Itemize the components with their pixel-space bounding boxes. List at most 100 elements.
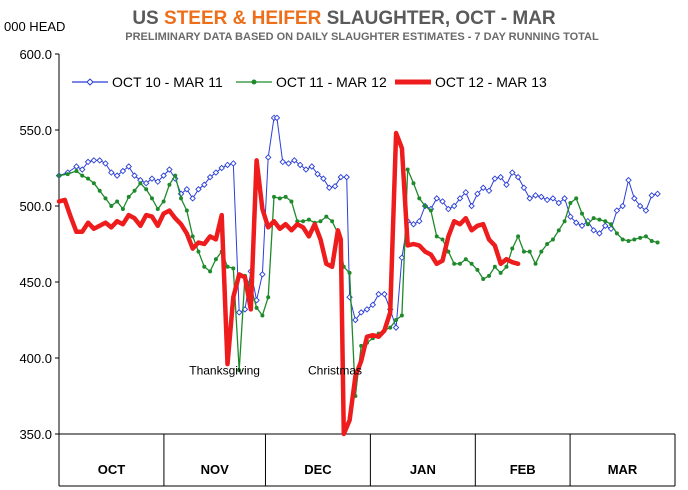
data-point [648, 192, 655, 199]
data-point [125, 163, 132, 170]
data-point [208, 269, 213, 274]
data-point [574, 196, 579, 201]
legend-marker [86, 78, 94, 86]
data-point [504, 264, 509, 269]
data-point [224, 161, 231, 169]
data-point [206, 173, 214, 181]
data-point [539, 249, 544, 254]
data-point [190, 234, 195, 239]
data-point [399, 313, 404, 318]
data-point [585, 222, 590, 227]
data-point [330, 219, 335, 224]
data-point [213, 257, 218, 262]
data-point [120, 207, 125, 212]
data-point [561, 195, 568, 202]
data-point [474, 190, 481, 198]
data-point [456, 195, 464, 202]
data-point [237, 368, 242, 373]
data-point [596, 230, 603, 237]
data-point [439, 198, 446, 205]
data-point [532, 192, 539, 199]
legend-item-1: OCT 10 - MAR 11 [72, 74, 223, 90]
month-label-oct: OCT [98, 462, 126, 477]
data-point [527, 249, 532, 254]
data-point [446, 249, 451, 254]
data-point [597, 217, 602, 222]
data-point [509, 169, 516, 176]
data-point [302, 166, 310, 173]
data-point [325, 184, 333, 191]
data-point [533, 261, 538, 266]
data-point [80, 173, 85, 178]
data-point [149, 196, 154, 201]
data-point [96, 157, 103, 164]
data-point [260, 313, 265, 318]
series-1 [55, 114, 661, 331]
data-point [416, 217, 423, 225]
annotations: Thanksgiving Christmas [189, 364, 362, 378]
annotation-thanksgiving: Thanksgiving [189, 364, 260, 378]
data-point [642, 207, 650, 214]
data-point [218, 164, 225, 172]
data-point [388, 325, 393, 330]
data-point [283, 194, 288, 199]
data-point [142, 179, 150, 187]
data-point [654, 190, 661, 198]
data-point [520, 184, 528, 191]
data-point [603, 219, 608, 224]
data-point [144, 187, 149, 192]
data-point [138, 181, 143, 186]
data-point [572, 219, 580, 226]
data-point [555, 199, 563, 207]
data-point [264, 154, 272, 161]
data-point [392, 324, 400, 331]
data-point [102, 160, 109, 167]
axes: 600.0 550.0 500.0 450.0 400.0 350.0 OCT NOV DEC J… [19, 47, 676, 487]
data-point [301, 219, 306, 224]
legend-item-2: OCT 11 - MAR 12 [236, 74, 387, 90]
data-point [410, 221, 417, 228]
series-3 [56, 130, 521, 437]
data-point [331, 183, 339, 190]
data-point [126, 194, 131, 199]
data-point [115, 199, 120, 204]
data-point [235, 309, 243, 316]
data-point [568, 200, 573, 205]
data-point [103, 196, 108, 201]
data-point [308, 163, 316, 170]
data-point [440, 237, 445, 242]
data-point [148, 175, 156, 182]
data-point [469, 261, 474, 266]
data-point [324, 214, 329, 219]
data-point [452, 261, 457, 266]
data-point [433, 195, 440, 202]
data-point [196, 249, 201, 254]
data-point [514, 173, 522, 181]
data-point [279, 158, 286, 166]
y-axis-label: 000 HEAD [4, 19, 65, 34]
data-point [497, 173, 504, 181]
data-point [578, 222, 586, 229]
data-point [619, 202, 626, 210]
data-point [113, 172, 121, 179]
data-point [173, 173, 178, 178]
data-point [291, 157, 298, 164]
data-point [423, 204, 428, 208]
legend-item-3: OCT 12 - MAR 13 [395, 74, 547, 90]
data-point [65, 172, 70, 177]
data-point [521, 249, 526, 254]
data-point [468, 202, 475, 210]
data-point [296, 161, 304, 169]
data-point [179, 196, 184, 201]
data-point [498, 270, 503, 275]
y-tick-label: 600.0 [19, 47, 52, 62]
data-point [359, 343, 364, 348]
data-point [516, 234, 521, 239]
legend-marker [251, 79, 257, 85]
data-point [131, 172, 138, 179]
chart-subtitle: PRELIMINARY DATA BASED ON DAILY SLAUGHTE… [125, 31, 599, 43]
series-line [58, 117, 659, 329]
data-point [212, 169, 220, 176]
data-point [538, 193, 545, 201]
data-point [479, 184, 487, 191]
